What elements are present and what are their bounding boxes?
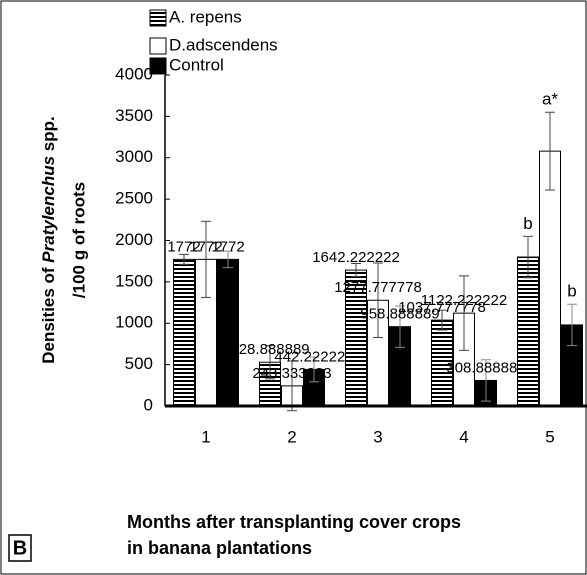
- value-label: 1122.222222: [421, 292, 507, 309]
- value-label: 1772: [211, 238, 244, 255]
- value-label: 958.888889: [360, 306, 439, 323]
- significance-letter: b: [567, 282, 576, 301]
- x-tick-label: 3: [373, 427, 382, 446]
- legend-label: D.adscendens: [169, 35, 278, 54]
- x-tick-label: 1: [201, 427, 210, 446]
- x-tick-label: 5: [545, 427, 554, 446]
- x-tick-label: 4: [459, 427, 468, 446]
- panel-label: B: [13, 537, 27, 559]
- panel-box: [8, 534, 32, 562]
- y-axis-label: Densities of Pratylenchus spp.: [39, 116, 58, 364]
- bar: [217, 258, 239, 407]
- value-label: 1642.222222: [312, 249, 400, 266]
- y-tick-label: 500: [125, 354, 153, 373]
- bar: [517, 256, 539, 407]
- significance-letter: b: [523, 214, 532, 233]
- legend-swatch: [149, 57, 167, 75]
- y-tick-label: 1000: [115, 313, 153, 332]
- y-axis-label: /100 g of roots: [69, 182, 88, 298]
- y-tick-label: 3000: [115, 147, 153, 166]
- y-tick-label: 3500: [115, 106, 153, 125]
- y-tick-label: 0: [144, 395, 153, 414]
- value-label: 1772: [167, 238, 200, 255]
- x-axis-label: Months after transplanting cover crops: [127, 512, 461, 532]
- y-tick-label: 1500: [115, 271, 153, 290]
- value-label: 442.222222: [274, 348, 353, 365]
- legend-label: Control: [169, 55, 224, 74]
- significance-letter: a*: [542, 90, 558, 109]
- y-label-part: Pratylenchus: [39, 156, 58, 263]
- bar: [173, 258, 195, 407]
- legend-swatch: [149, 37, 167, 55]
- value-label: 1277.777778: [334, 279, 422, 296]
- legend-label: A. repens: [169, 7, 242, 26]
- y-tick-label: 2500: [115, 189, 153, 208]
- x-tick-label: 2: [287, 427, 296, 446]
- value-label: 308.888889: [446, 359, 525, 376]
- y-label-part: spp.: [39, 116, 58, 151]
- y-label-part: Densities of: [39, 267, 58, 364]
- value-label: 528.888889: [230, 341, 309, 358]
- x-axis-label: in banana plantations: [127, 538, 312, 558]
- y-tick-label: 2000: [115, 230, 153, 249]
- legend-swatch: [149, 9, 167, 27]
- value-label: 1772: [189, 238, 222, 255]
- y-tick-label: 4000: [115, 64, 153, 83]
